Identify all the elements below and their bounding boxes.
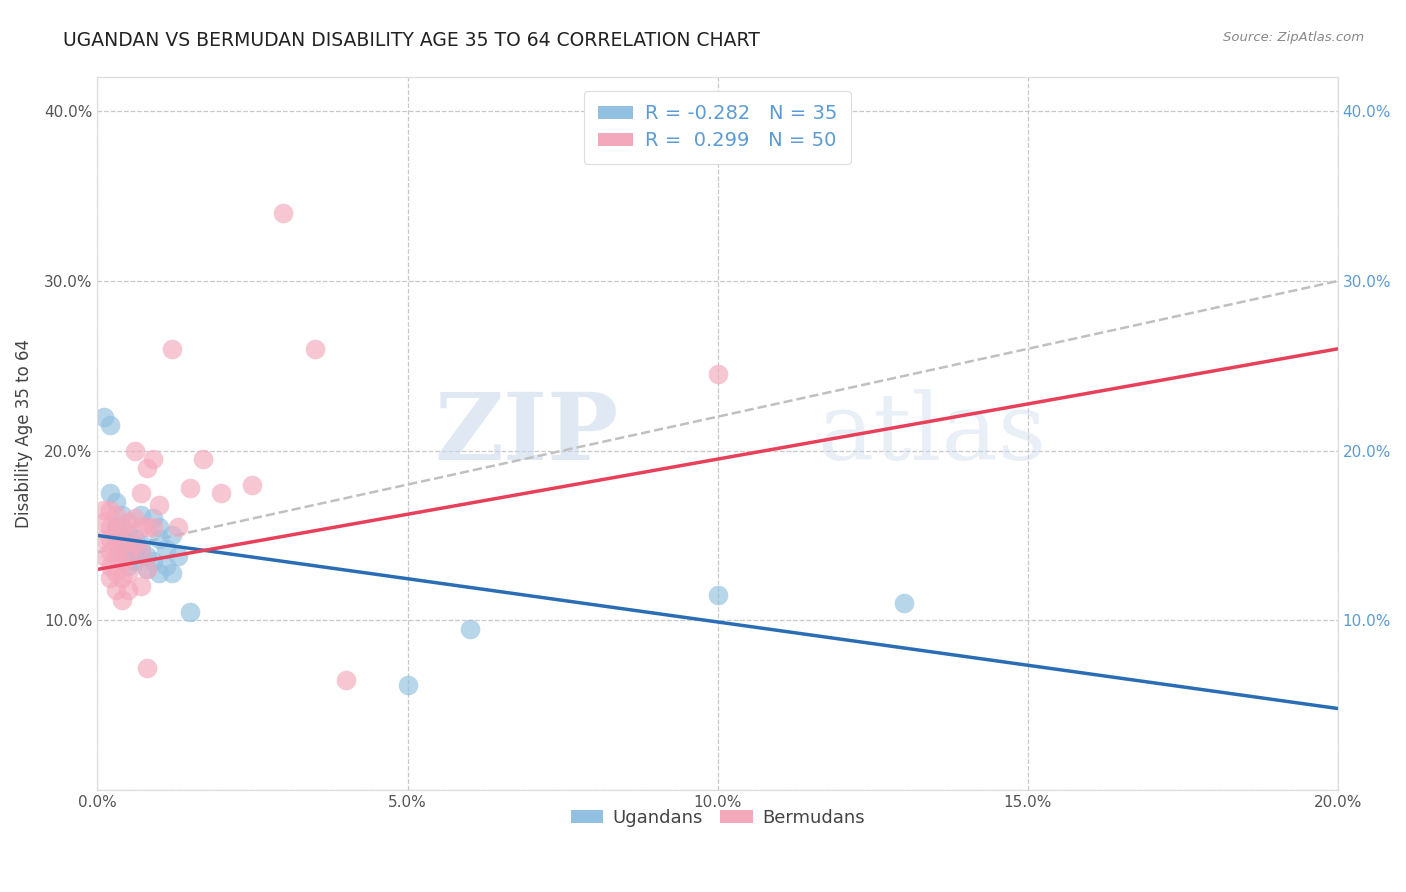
- Point: [179, 481, 201, 495]
- Point: [124, 532, 146, 546]
- Point: [124, 554, 146, 568]
- Point: [105, 508, 128, 522]
- Point: [129, 508, 152, 522]
- Point: [93, 532, 115, 546]
- Point: [111, 520, 134, 534]
- Point: [167, 549, 190, 563]
- Point: [242, 477, 264, 491]
- Point: [136, 562, 159, 576]
- Point: [129, 579, 152, 593]
- Point: [129, 545, 152, 559]
- Point: [148, 532, 170, 546]
- Point: [105, 582, 128, 597]
- Point: [111, 571, 134, 585]
- Point: [148, 566, 170, 580]
- Point: [160, 342, 183, 356]
- Point: [105, 520, 128, 534]
- Point: [98, 532, 121, 546]
- Y-axis label: Disability Age 35 to 64: Disability Age 35 to 64: [15, 339, 32, 528]
- Point: [98, 486, 121, 500]
- Point: [117, 582, 139, 597]
- Point: [124, 545, 146, 559]
- Point: [117, 559, 139, 574]
- Point: [98, 559, 121, 574]
- Point: [111, 508, 134, 522]
- Point: [111, 532, 134, 546]
- Point: [93, 503, 115, 517]
- Point: [117, 549, 139, 563]
- Point: [706, 588, 728, 602]
- Point: [98, 503, 121, 517]
- Point: [117, 566, 139, 580]
- Point: [160, 528, 183, 542]
- Point: [273, 206, 295, 220]
- Point: [124, 443, 146, 458]
- Point: [155, 542, 177, 557]
- Point: [148, 498, 170, 512]
- Point: [129, 545, 152, 559]
- Point: [167, 520, 190, 534]
- Point: [124, 511, 146, 525]
- Point: [111, 545, 134, 559]
- Point: [706, 368, 728, 382]
- Text: atlas: atlas: [817, 389, 1046, 479]
- Point: [136, 460, 159, 475]
- Point: [93, 515, 115, 529]
- Point: [155, 559, 177, 574]
- Point: [148, 520, 170, 534]
- Point: [136, 661, 159, 675]
- Point: [111, 593, 134, 607]
- Point: [136, 549, 159, 563]
- Point: [98, 418, 121, 433]
- Text: ZIP: ZIP: [434, 389, 619, 479]
- Point: [211, 486, 233, 500]
- Point: [105, 566, 128, 580]
- Point: [142, 452, 165, 467]
- Point: [105, 549, 128, 563]
- Point: [179, 605, 201, 619]
- Point: [136, 520, 159, 534]
- Point: [105, 537, 128, 551]
- Point: [117, 515, 139, 529]
- Point: [142, 511, 165, 525]
- Text: Source: ZipAtlas.com: Source: ZipAtlas.com: [1223, 31, 1364, 45]
- Point: [117, 537, 139, 551]
- Point: [117, 524, 139, 539]
- Point: [129, 486, 152, 500]
- Point: [98, 571, 121, 585]
- Point: [129, 537, 152, 551]
- Point: [98, 520, 121, 534]
- Point: [105, 524, 128, 539]
- Point: [304, 342, 326, 356]
- Point: [893, 596, 915, 610]
- Point: [111, 537, 134, 551]
- Point: [129, 520, 152, 534]
- Point: [105, 494, 128, 508]
- Point: [117, 549, 139, 563]
- Point: [98, 545, 121, 559]
- Legend: Ugandans, Bermudans: Ugandans, Bermudans: [564, 802, 872, 834]
- Point: [335, 673, 357, 687]
- Point: [136, 562, 159, 576]
- Point: [458, 622, 481, 636]
- Point: [93, 549, 115, 563]
- Point: [160, 566, 183, 580]
- Point: [142, 554, 165, 568]
- Text: UGANDAN VS BERMUDAN DISABILITY AGE 35 TO 64 CORRELATION CHART: UGANDAN VS BERMUDAN DISABILITY AGE 35 TO…: [63, 31, 761, 50]
- Point: [111, 554, 134, 568]
- Point: [93, 409, 115, 424]
- Point: [396, 678, 419, 692]
- Point: [124, 537, 146, 551]
- Point: [191, 452, 214, 467]
- Point: [142, 520, 165, 534]
- Point: [117, 532, 139, 546]
